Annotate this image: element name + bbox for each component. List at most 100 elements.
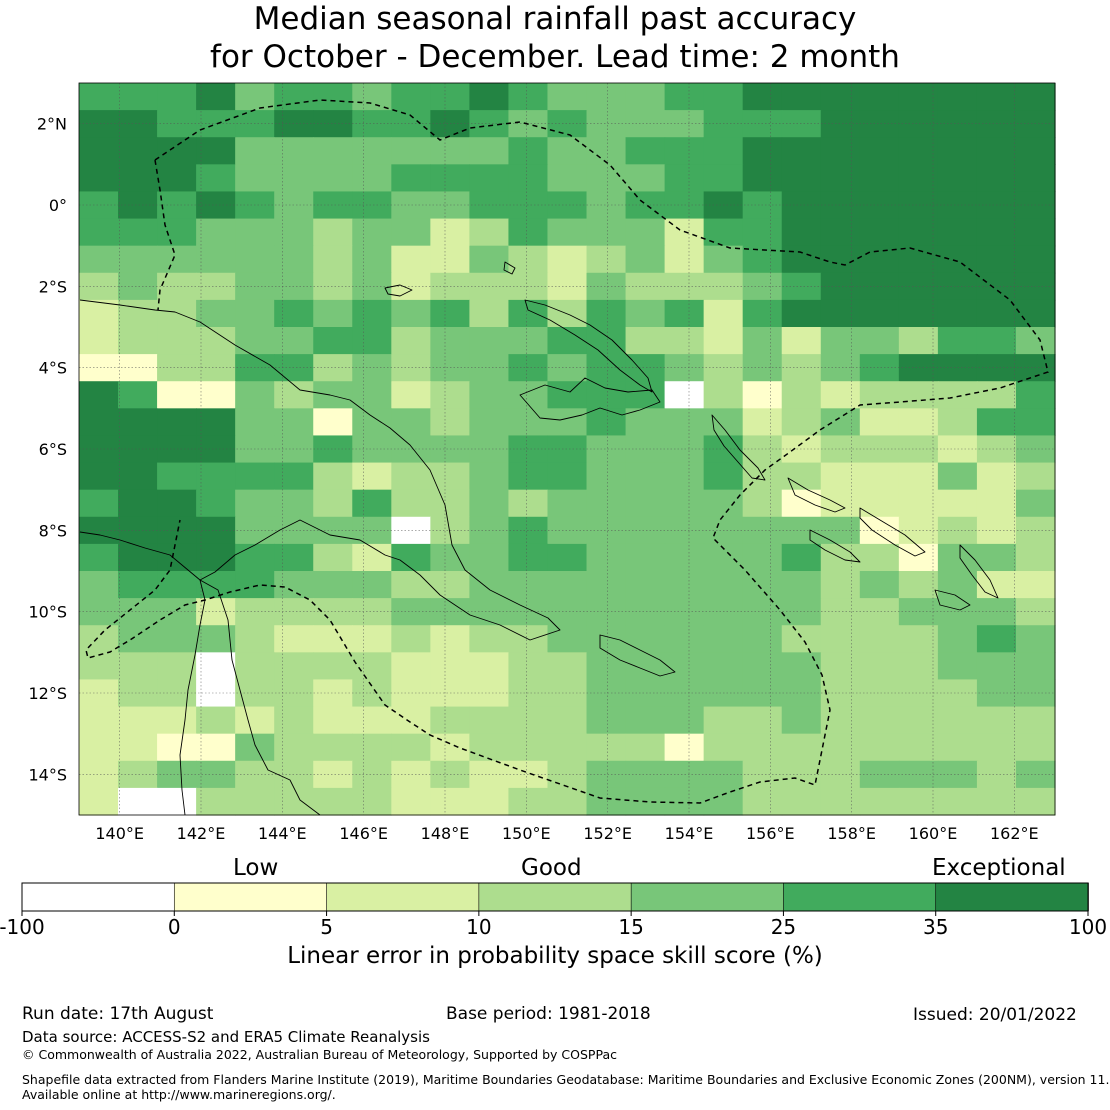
grid-cell bbox=[586, 245, 627, 274]
data-source: Data source: ACCESS-S2 and ERA5 Climate … bbox=[22, 1028, 430, 1046]
grid-cell bbox=[274, 408, 314, 437]
grid-cell bbox=[352, 408, 392, 437]
grid-cell bbox=[508, 164, 549, 193]
grid-cell bbox=[859, 543, 900, 572]
grid-cell bbox=[391, 598, 431, 626]
grid-cell bbox=[703, 760, 744, 789]
grid-cell bbox=[508, 787, 549, 816]
grid-cell bbox=[1015, 218, 1056, 247]
grid-cell bbox=[781, 381, 822, 409]
grid-cell bbox=[118, 679, 158, 708]
grid-cell bbox=[391, 733, 431, 762]
grid-cell bbox=[937, 218, 978, 247]
grid-cell bbox=[196, 137, 236, 165]
grid-cell bbox=[79, 408, 119, 437]
grid-cell bbox=[79, 733, 119, 762]
grid-cell bbox=[196, 571, 236, 599]
grid-cell bbox=[196, 245, 236, 274]
grid-cell bbox=[391, 571, 431, 599]
grid-cell bbox=[157, 381, 197, 409]
grid-cell bbox=[664, 571, 705, 599]
grid-cell bbox=[79, 164, 119, 193]
grid-cell bbox=[742, 327, 783, 355]
new-britain-coastline bbox=[519, 377, 661, 421]
grid-cell bbox=[859, 435, 900, 464]
grid-cell bbox=[196, 408, 236, 437]
grid-cell bbox=[508, 733, 549, 762]
grid-cell bbox=[79, 543, 119, 572]
grid-cell bbox=[391, 787, 431, 816]
grid-cell bbox=[235, 760, 275, 789]
grid-cell bbox=[781, 652, 822, 681]
grid-cell bbox=[898, 543, 939, 572]
grid-cell bbox=[703, 489, 744, 518]
solomon-islands-coastline-1 bbox=[787, 477, 846, 513]
grid-cell bbox=[586, 408, 627, 437]
solomon-islands-coastline-5 bbox=[959, 544, 999, 599]
grid-cell bbox=[157, 299, 197, 328]
grid-cell bbox=[937, 543, 978, 572]
grid-cell bbox=[352, 598, 392, 626]
grid-cell bbox=[118, 137, 158, 165]
grid-cell bbox=[430, 733, 470, 762]
grid-cell bbox=[742, 218, 783, 247]
grid-cell bbox=[79, 354, 119, 382]
grid-cell bbox=[742, 381, 783, 409]
grid-cell bbox=[118, 245, 158, 274]
grid-cell bbox=[196, 299, 236, 328]
grid-cell bbox=[274, 272, 314, 301]
grid-cell bbox=[157, 245, 197, 274]
grid-cell bbox=[820, 652, 861, 681]
grid-cell bbox=[859, 516, 900, 545]
grid-cell bbox=[235, 381, 275, 409]
longitude-tick-label: 162°E bbox=[990, 824, 1039, 843]
latitude-tick-label: 2°S bbox=[39, 277, 67, 296]
grid-cell bbox=[976, 760, 1017, 789]
grid-cell bbox=[976, 83, 1017, 111]
grid-cell bbox=[625, 462, 666, 491]
grid-cell bbox=[235, 652, 275, 681]
grid-cell bbox=[625, 733, 666, 762]
grid-cell bbox=[313, 679, 353, 708]
grid-cell bbox=[586, 598, 627, 626]
grid-cell bbox=[313, 625, 353, 653]
grid-cell bbox=[352, 164, 392, 193]
grid-cell bbox=[196, 462, 236, 491]
grid-cell bbox=[859, 679, 900, 708]
grid-cell bbox=[469, 83, 510, 111]
grid-cell bbox=[625, 110, 666, 138]
grid-cell bbox=[547, 652, 588, 681]
grid-cell bbox=[703, 706, 744, 735]
grid-cell bbox=[859, 706, 900, 735]
grid-cell bbox=[469, 218, 510, 247]
grid-cell bbox=[1015, 543, 1056, 572]
color-bar-tick-label: 10 bbox=[466, 915, 491, 939]
grid-cell bbox=[703, 164, 744, 193]
grid-cell bbox=[430, 381, 470, 409]
grid-cell bbox=[352, 83, 392, 111]
grid-cell bbox=[352, 110, 392, 138]
grid-cell bbox=[547, 679, 588, 708]
grid-cell bbox=[1015, 787, 1056, 816]
grid-cell bbox=[352, 625, 392, 653]
grid-cell bbox=[352, 354, 392, 382]
grid-cell bbox=[430, 787, 470, 816]
grid-cell bbox=[859, 489, 900, 518]
longitude-tick-label: 160°E bbox=[909, 824, 958, 843]
grid-cell bbox=[781, 625, 822, 653]
grid-cell bbox=[820, 733, 861, 762]
grid-cell bbox=[391, 218, 431, 247]
grid-cell bbox=[430, 83, 470, 111]
grid-cell bbox=[820, 164, 861, 193]
grid-cell bbox=[820, 760, 861, 789]
grid-cell bbox=[586, 272, 627, 301]
grid-cell bbox=[313, 598, 353, 626]
title-line-1: Median seasonal rainfall past accuracy bbox=[253, 1, 857, 37]
grid-cell bbox=[235, 489, 275, 518]
grid-cell bbox=[430, 706, 470, 735]
grid-cell bbox=[859, 381, 900, 409]
map-frame bbox=[78, 82, 1056, 816]
grid-cell bbox=[274, 164, 314, 193]
grid-cell bbox=[235, 164, 275, 193]
grid-cell bbox=[118, 516, 158, 545]
